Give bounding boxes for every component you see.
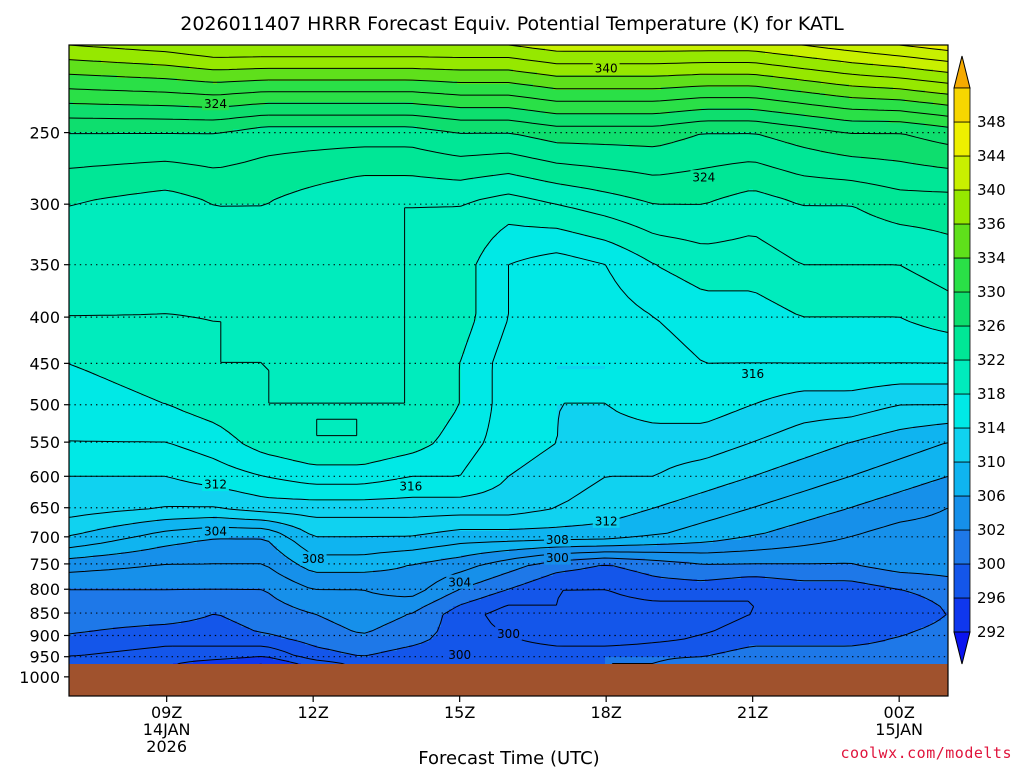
y-tick-label: 900 (29, 626, 60, 645)
colorbar-swatch (954, 530, 970, 564)
contour-label: 316 (397, 479, 424, 494)
colorbar-label: 314 (977, 419, 1006, 437)
y-tick-label: 950 (29, 648, 60, 667)
y-tick-label: 850 (29, 604, 60, 623)
colorbar-label: 306 (977, 487, 1006, 505)
colorbar-swatch (954, 292, 970, 326)
colorbar-swatch (954, 360, 970, 394)
colorbar-swatch (954, 258, 970, 292)
colorbar-label: 318 (977, 385, 1006, 403)
y-tick-label: 700 (29, 528, 60, 547)
y-tick-label: 250 (29, 124, 60, 143)
colorbar-label: 302 (977, 521, 1006, 539)
y-tick-label: 650 (29, 499, 60, 518)
contour-label: 300 (446, 648, 473, 663)
colorbar-label: 322 (977, 351, 1006, 369)
colorbar-label: 310 (977, 453, 1006, 471)
pressure-axis: 250 300 350 400 450 500 550 600 650 700 750 800 850 9… (19, 124, 69, 687)
contour-label: 324 (202, 96, 229, 111)
x-tick-label: 2026 (146, 737, 187, 756)
y-tick-label: 450 (29, 354, 60, 373)
colorbar-swatch (954, 326, 970, 360)
contour-label: 300 (495, 626, 522, 641)
colorbar-swatch (954, 496, 970, 530)
contour-label: 340 (593, 61, 620, 75)
x-tick-label: 18Z (591, 703, 622, 722)
colorbar-swatch (954, 122, 970, 156)
contour-label: 308 (300, 552, 327, 567)
y-tick-label: 1000 (19, 668, 60, 687)
x-tick-label: 12Z (298, 703, 329, 722)
colorbar-label: 326 (977, 317, 1006, 335)
theta-e-field (69, 45, 950, 697)
colorbar-swatch (954, 428, 970, 462)
contour-label: 304 (446, 575, 473, 590)
colorbar-label: 336 (977, 215, 1006, 233)
colorbar-label: 344 (977, 147, 1006, 165)
colorbar-label: 348 (977, 113, 1006, 131)
y-tick-label: 750 (29, 555, 60, 574)
y-tick-label: 400 (29, 308, 60, 327)
credit-link[interactable]: coolwx.com/modelts (840, 744, 1012, 762)
x-tick-label: 15Z (444, 703, 475, 722)
colorbar-legend: 292 296 300 302 306 310 314 318 322 326 330 334 336 3… (954, 56, 1006, 664)
colorbar-label: 330 (977, 283, 1006, 301)
contour-label: 308 (544, 533, 571, 548)
y-tick-label: 600 (29, 467, 60, 486)
colorbar-swatch (954, 462, 970, 496)
colorbar-swatch (954, 564, 970, 598)
colorbar-swatch (954, 598, 970, 632)
contour-label: 312 (202, 477, 229, 492)
colorbar-over-arrow (954, 56, 970, 88)
x-axis-title: Forecast Time (UTC) (418, 748, 599, 768)
x-tick-label: 21Z (737, 703, 768, 722)
colorbar-swatch (954, 88, 970, 122)
colorbar-under-arrow (954, 632, 970, 664)
colorbar-swatch (954, 224, 970, 258)
colorbar-swatch (954, 190, 970, 224)
colorbar-label: 292 (977, 623, 1006, 641)
x-tick-label: 15JAN (875, 720, 923, 739)
y-tick-label: 350 (29, 256, 60, 275)
colorbar-swatch (954, 156, 970, 190)
colorbar-label: 296 (977, 589, 1006, 607)
colorbar-label: 300 (977, 555, 1006, 573)
surface-ground-band (69, 664, 948, 696)
y-tick-label: 500 (29, 396, 60, 415)
colorbar-label: 340 (977, 181, 1006, 199)
contour-label: 312 (593, 514, 620, 529)
contour-label: 304 (202, 524, 229, 539)
colorbar-swatch (954, 394, 970, 428)
colorbar-label: 334 (977, 249, 1006, 267)
y-tick-label: 300 (29, 195, 60, 214)
contour-label: 300 (544, 551, 571, 566)
y-tick-label: 550 (29, 433, 60, 452)
contour-label: 324 (690, 170, 717, 185)
contour-label: 316 (739, 367, 766, 382)
y-tick-label: 800 (29, 580, 60, 599)
chart-title: 2026011407 HRRR Forecast Equiv. Potentia… (180, 13, 844, 35)
